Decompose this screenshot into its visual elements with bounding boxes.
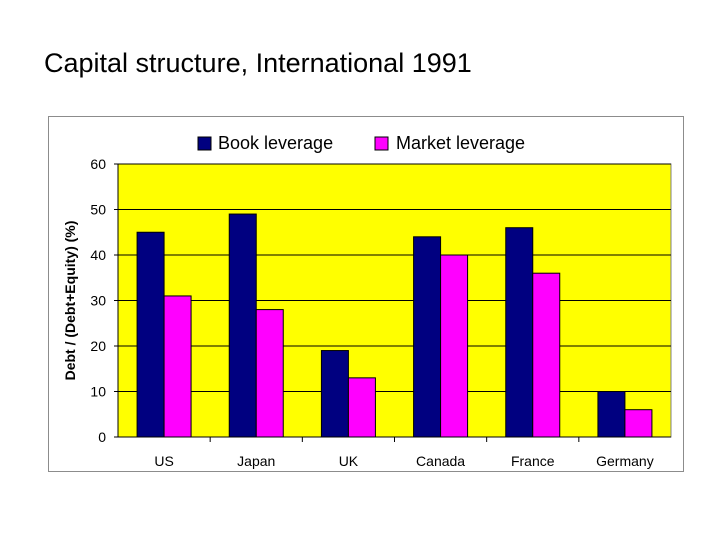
legend-label: Market leverage	[396, 133, 525, 153]
bar-book-leverage-germany	[597, 391, 626, 438]
y-tick-label: 50	[90, 202, 106, 218]
bar-market-leverage-uk	[347, 377, 376, 438]
x-tick-label: US	[154, 453, 173, 469]
y-tick-label: 20	[90, 338, 106, 354]
bar-chart: Book leverage Market leverage 0 10 20 30 40 50…	[62, 133, 672, 469]
x-tick-label: Japan	[237, 453, 275, 469]
bar-book-leverage-uk	[320, 350, 349, 438]
x-tick-labels: US Japan UK Canada France Germany	[154, 453, 653, 469]
bar-book-leverage-japan	[228, 213, 257, 438]
y-tick-label: 10	[90, 384, 106, 400]
legend-label: Book leverage	[218, 133, 333, 153]
y-tick-label: 40	[90, 247, 106, 263]
axes	[117, 164, 671, 442]
y-axis-label: Debt / (Debt+Equity) (%)	[62, 221, 78, 381]
y-tick-labels: 0 10 20 30 40 50 60	[90, 156, 106, 445]
bar-market-leverage-germany	[624, 409, 653, 438]
gridlines	[114, 163, 671, 438]
y-tick-label: 0	[98, 429, 106, 445]
bar-market-leverage-canada	[440, 254, 469, 438]
bar-market-leverage-france	[532, 272, 561, 438]
legend-swatch	[374, 136, 389, 151]
bar-book-leverage-france	[505, 227, 534, 438]
y-tick-label: 30	[90, 293, 106, 309]
bar-market-leverage-us	[163, 295, 192, 438]
y-tick-label: 60	[90, 156, 106, 172]
chart-frame: Book leverage Market leverage 0 10 20 30 40 50…	[48, 116, 684, 472]
bar-book-leverage-us	[136, 231, 165, 438]
bar-market-leverage-japan	[255, 309, 284, 438]
x-tick-label: Germany	[596, 453, 654, 469]
slide-title: Capital structure, International 1991	[44, 48, 472, 78]
x-tick-label: France	[511, 453, 555, 469]
x-tick-label: UK	[339, 453, 359, 469]
bars	[136, 213, 653, 438]
legend-swatch	[197, 136, 212, 151]
x-tick-label: Canada	[416, 453, 465, 469]
bar-book-leverage-canada	[413, 236, 442, 438]
chart-legend: Book leverage Market leverage	[197, 133, 525, 153]
